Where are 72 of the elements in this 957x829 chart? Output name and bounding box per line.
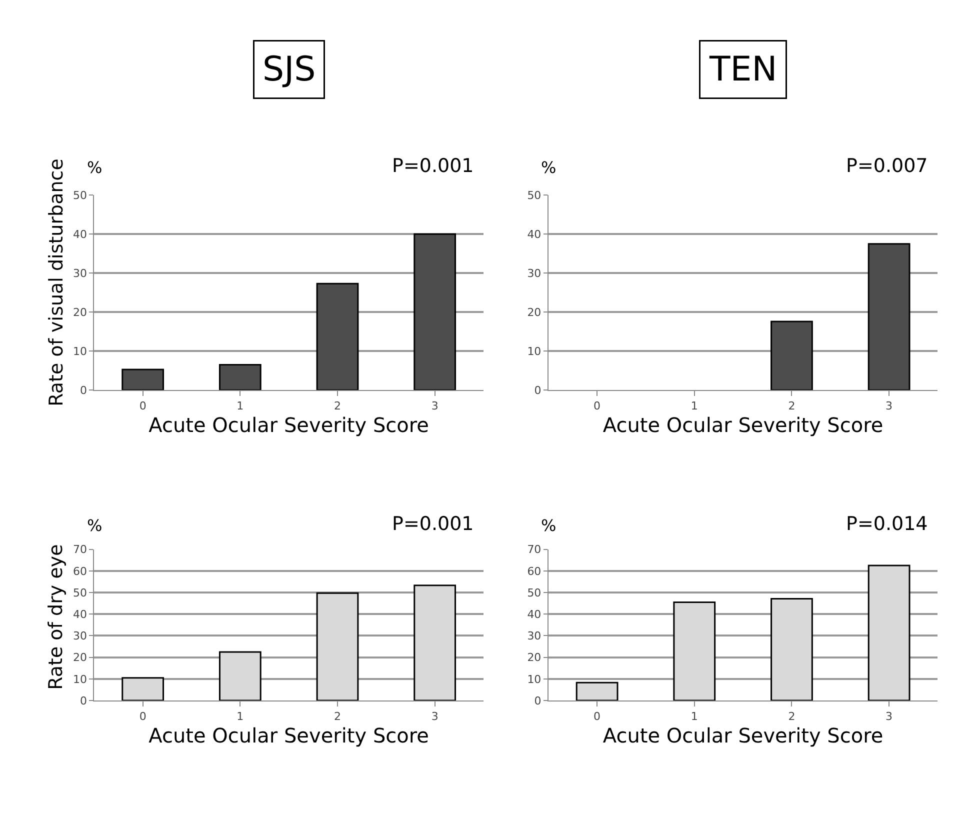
text: P=0.001 [392,155,474,177]
text: % [87,158,102,177]
y-tick-label: 10 [72,672,87,686]
y-tick-label: 0 [80,694,87,708]
y-tick-label: 50 [527,586,542,600]
x-tick-label: 3 [886,399,893,412]
bar [414,584,456,701]
y-tick-label: 40 [72,608,87,621]
y-tick-label: 60 [527,564,542,578]
x-tick-label: 1 [690,399,698,412]
y-tick-label: 40 [72,228,87,241]
text: % [541,516,556,535]
x-axis-title: Acute Ocular Severity Score [602,412,884,437]
y-tick-label: 30 [527,630,542,643]
bar [218,651,262,701]
text: P=0.001 [392,513,474,535]
x-tick-label: 0 [139,399,146,412]
x-tick-label: 1 [236,710,244,723]
x-axis-title: Acute Ocular Severity Score [148,723,429,748]
y-tick-label: 20 [527,306,542,319]
y-tick-label: 10 [527,672,542,686]
y-tick-label: 50 [527,188,542,202]
x-tick-label: 0 [594,710,601,723]
x-tick-label: 2 [334,399,341,412]
y-tick-label: 10 [72,344,87,358]
bar [868,564,910,701]
bar [576,682,618,701]
x-tick-label: 3 [431,399,438,412]
x-tick-label: 0 [139,710,146,723]
y-tick-label: 20 [72,306,87,319]
x-tick-label: 2 [334,710,341,723]
x-tick-label: 0 [594,399,601,412]
y-tick-label: 30 [527,266,542,280]
y-tick-label: 20 [527,651,542,664]
bar [316,282,359,390]
bar [316,592,359,701]
y-tick-label: 40 [527,608,542,621]
y-tick-label: 10 [527,344,542,358]
bar [218,364,262,390]
y-axis-title: Rate of visual disturbance [46,158,68,406]
x-tick-label: 2 [788,399,796,412]
y-tick-label: 60 [72,564,87,578]
x-axis-title: Acute Ocular Severity Score [602,723,884,748]
bar [770,598,813,701]
y-tick-label: 30 [72,266,87,280]
y-axis-title: Rate of dry eye [45,544,68,690]
x-tick-label: 1 [690,710,698,723]
bar [673,602,716,701]
x-tick-label: 3 [886,710,893,723]
y-tick-label: 0 [534,384,542,397]
text: % [87,516,102,535]
y-tick-label: 50 [72,586,87,600]
chart-title: TEN [708,50,778,90]
chart-title: SJS [262,50,316,90]
y-tick-label: 20 [72,651,87,664]
y-tick-label: 70 [72,543,87,556]
bar [414,233,456,390]
text: P=0.014 [846,513,928,535]
y-tick-label: 30 [72,630,87,643]
bar [122,368,164,390]
y-tick-label: 40 [527,228,542,241]
text: % [541,158,556,177]
y-tick-label: 50 [72,188,87,202]
x-axis-title: Acute Ocular Severity Score [148,412,429,437]
text: P=0.007 [846,155,928,177]
bar [122,677,164,701]
y-tick-label: 70 [527,543,542,556]
y-tick-label: 0 [534,694,542,708]
y-tick-label: 0 [80,384,87,397]
x-tick-label: 1 [236,399,244,412]
x-tick-label: 2 [788,710,796,723]
x-tick-label: 3 [431,710,438,723]
